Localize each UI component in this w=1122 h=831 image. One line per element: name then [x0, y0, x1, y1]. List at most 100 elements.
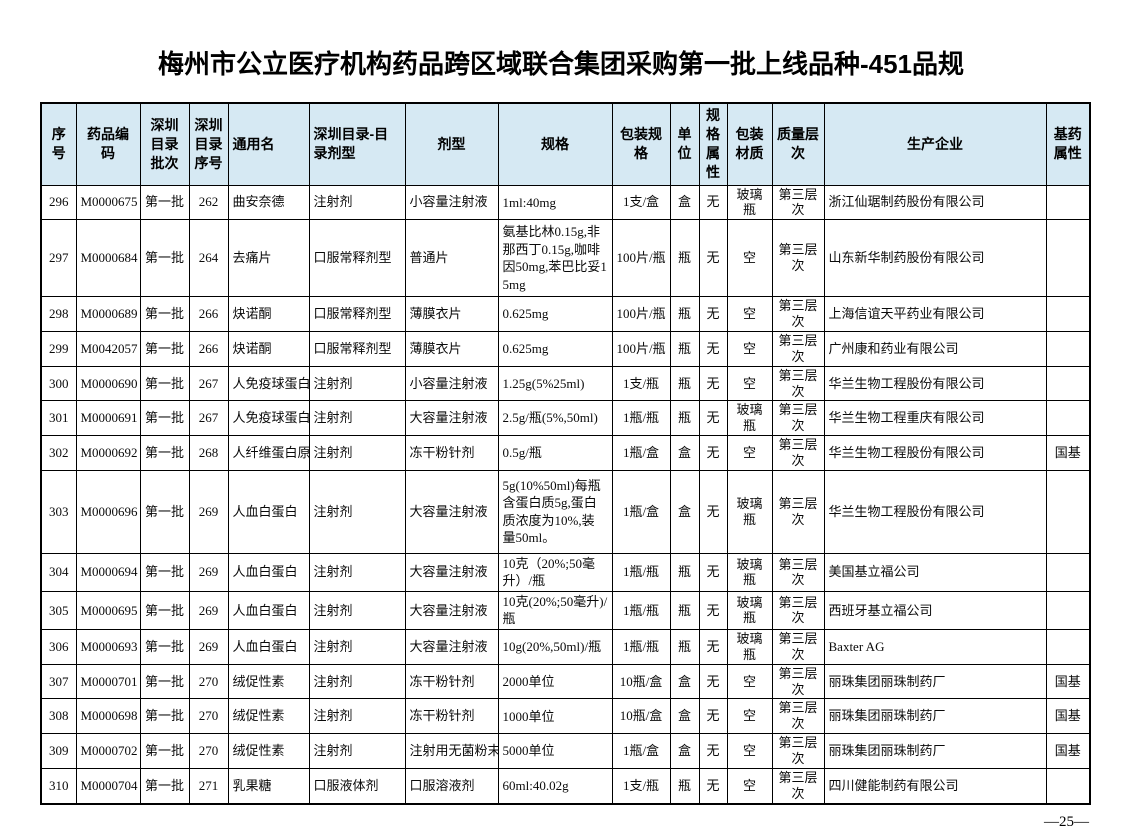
cell-r6-c8: 1瓶/盒 [611, 435, 671, 471]
cell-r1-c4: 去痛片 [227, 219, 310, 298]
cell-r1-c13: 山东新华制药股份有限公司 [823, 219, 1047, 298]
cell-r9-c11: 玻璃瓶 [726, 590, 773, 631]
table-row: 300 M0000690 第一批 267 人免疫球蛋白 注射剂 小容量注射液 1.25g(5%… [40, 365, 1091, 402]
cell-r11-c7: 2000单位 [497, 663, 613, 700]
cell-r8-c7: 10克（20%;50毫升）/瓶 [497, 552, 613, 592]
cell-r1-c11: 空 [726, 219, 773, 298]
cell-r0-c10: 无 [698, 184, 728, 221]
table-row: 306 M0000693 第一批 269 人血白蛋白 注射剂 大容量注射液 10g(20%,5… [40, 629, 1091, 665]
cell-r6-c6: 冻干粉针剂 [404, 435, 499, 471]
cell-r14-c11: 空 [726, 767, 773, 805]
cell-r9-c6: 大容量注射液 [404, 590, 499, 631]
cell-r3-c4: 炔诺酮 [227, 330, 310, 367]
cell-r10-c6: 大容量注射液 [404, 629, 499, 665]
cell-r10-c9: 瓶 [669, 629, 700, 665]
cell-r5-c12: 第三层次 [771, 400, 825, 437]
cell-r9-c13: 西班牙基立福公司 [823, 590, 1047, 631]
cell-r6-c3: 268 [188, 435, 229, 471]
cell-r6-c5: 注射剂 [308, 435, 406, 471]
table-header-row: 序号 药品编码 深圳目录批次 深圳目录序号 通用名 深圳目录-目录剂型 剂型 规格 包装规格 单位… [40, 102, 1091, 186]
cell-r7-c5: 注射剂 [308, 469, 406, 554]
cell-r10-c8: 1瓶/瓶 [611, 629, 671, 665]
cell-r10-c4: 人血白蛋白 [227, 629, 310, 665]
cell-r11-c14: 国基 [1045, 663, 1091, 700]
cell-r13-c5: 注射剂 [308, 733, 406, 769]
cell-r11-c3: 270 [188, 663, 229, 700]
cell-r14-c10: 无 [698, 767, 728, 805]
cell-r9-c14 [1045, 590, 1091, 631]
cell-r4-c3: 267 [188, 365, 229, 402]
cell-r12-c9: 盒 [669, 698, 700, 735]
cell-r11-c1: M0000701 [75, 663, 141, 700]
cell-r1-c7: 氨基比林0.15g,非那西丁0.15g,咖啡因50mg,苯巴比妥15mg [497, 219, 613, 298]
cell-r1-c3: 264 [188, 219, 229, 298]
table-row: 299 M0042057 第一批 266 炔诺酮 口服常释剂型 薄膜衣片 0.625mg 100… [40, 330, 1091, 367]
cell-r2-c1: M0000689 [75, 296, 141, 332]
cell-r14-c5: 口服液体剂 [308, 767, 406, 805]
cell-r7-c7: 5g(10%50ml)每瓶含蛋白质5g,蛋白质浓度为10%,装量50ml。 [497, 469, 613, 554]
cell-r12-c0: 308 [40, 698, 77, 735]
cell-r10-c7: 10g(20%,50ml)/瓶 [497, 629, 613, 665]
cell-r2-c5: 口服常释剂型 [308, 296, 406, 332]
cell-r0-c12: 第三层次 [771, 184, 825, 221]
cell-r11-c9: 盒 [669, 663, 700, 700]
cell-r13-c9: 盒 [669, 733, 700, 769]
cell-r4-c12: 第三层次 [771, 365, 825, 402]
cell-r6-c13: 华兰生物工程股份有限公司 [823, 435, 1047, 471]
cell-r7-c4: 人血白蛋白 [227, 469, 310, 554]
cell-r0-c4: 曲安奈德 [227, 184, 310, 221]
cell-r9-c2: 第一批 [139, 590, 190, 631]
column-header-11: 包装材质 [726, 102, 773, 186]
cell-r0-c14 [1045, 184, 1091, 221]
cell-r7-c10: 无 [698, 469, 728, 554]
column-header-0: 序号 [40, 102, 77, 186]
cell-r7-c3: 269 [188, 469, 229, 554]
cell-r10-c1: M0000693 [75, 629, 141, 665]
cell-r3-c13: 广州康和药业有限公司 [823, 330, 1047, 367]
cell-r1-c0: 297 [40, 219, 77, 298]
table-head: 序号 药品编码 深圳目录批次 深圳目录序号 通用名 深圳目录-目录剂型 剂型 规格 包装规格 单位… [40, 102, 1091, 186]
cell-r6-c14: 国基 [1045, 435, 1091, 471]
cell-r2-c3: 266 [188, 296, 229, 332]
cell-r9-c12: 第三层次 [771, 590, 825, 631]
cell-r7-c13: 华兰生物工程股份有限公司 [823, 469, 1047, 554]
cell-r0-c2: 第一批 [139, 184, 190, 221]
cell-r12-c1: M0000698 [75, 698, 141, 735]
cell-r11-c11: 空 [726, 663, 773, 700]
cell-r7-c2: 第一批 [139, 469, 190, 554]
cell-r11-c10: 无 [698, 663, 728, 700]
cell-r8-c0: 304 [40, 552, 77, 592]
cell-r0-c13: 浙江仙琚制药股份有限公司 [823, 184, 1047, 221]
table-row: 308 M0000698 第一批 270 绒促性素 注射剂 冻干粉针剂 1000单位 10瓶/盒… [40, 698, 1091, 735]
cell-r10-c5: 注射剂 [308, 629, 406, 665]
column-header-8: 包装规格 [611, 102, 671, 186]
cell-r11-c4: 绒促性素 [227, 663, 310, 700]
cell-r5-c8: 1瓶/瓶 [611, 400, 671, 437]
cell-r12-c2: 第一批 [139, 698, 190, 735]
cell-r4-c10: 无 [698, 365, 728, 402]
cell-r6-c1: M0000692 [75, 435, 141, 471]
cell-r6-c9: 盒 [669, 435, 700, 471]
cell-r4-c14 [1045, 365, 1091, 402]
cell-r14-c2: 第一批 [139, 767, 190, 805]
cell-r12-c13: 丽珠集团丽珠制药厂 [823, 698, 1047, 735]
cell-r12-c8: 10瓶/盒 [611, 698, 671, 735]
cell-r3-c6: 薄膜衣片 [404, 330, 499, 367]
cell-r9-c5: 注射剂 [308, 590, 406, 631]
cell-r5-c7: 2.5g/瓶(5%,50ml) [497, 400, 613, 437]
column-header-14: 基药属性 [1045, 102, 1091, 186]
cell-r11-c12: 第三层次 [771, 663, 825, 700]
table-row: 303 M0000696 第一批 269 人血白蛋白 注射剂 大容量注射液 5g(10%50m… [40, 469, 1091, 554]
column-header-13: 生产企业 [823, 102, 1047, 186]
cell-r13-c14: 国基 [1045, 733, 1091, 769]
cell-r12-c4: 绒促性素 [227, 698, 310, 735]
cell-r7-c0: 303 [40, 469, 77, 554]
cell-r12-c5: 注射剂 [308, 698, 406, 735]
cell-r2-c13: 上海信谊天平药业有限公司 [823, 296, 1047, 332]
cell-r4-c4: 人免疫球蛋白 [227, 365, 310, 402]
cell-r10-c11: 玻璃瓶 [726, 629, 773, 665]
cell-r5-c11: 玻璃瓶 [726, 400, 773, 437]
cell-r2-c12: 第三层次 [771, 296, 825, 332]
cell-r10-c2: 第一批 [139, 629, 190, 665]
table-body: 296 M0000675 第一批 262 曲安奈德 注射剂 小容量注射液 1ml:40mg 1支… [40, 184, 1091, 805]
